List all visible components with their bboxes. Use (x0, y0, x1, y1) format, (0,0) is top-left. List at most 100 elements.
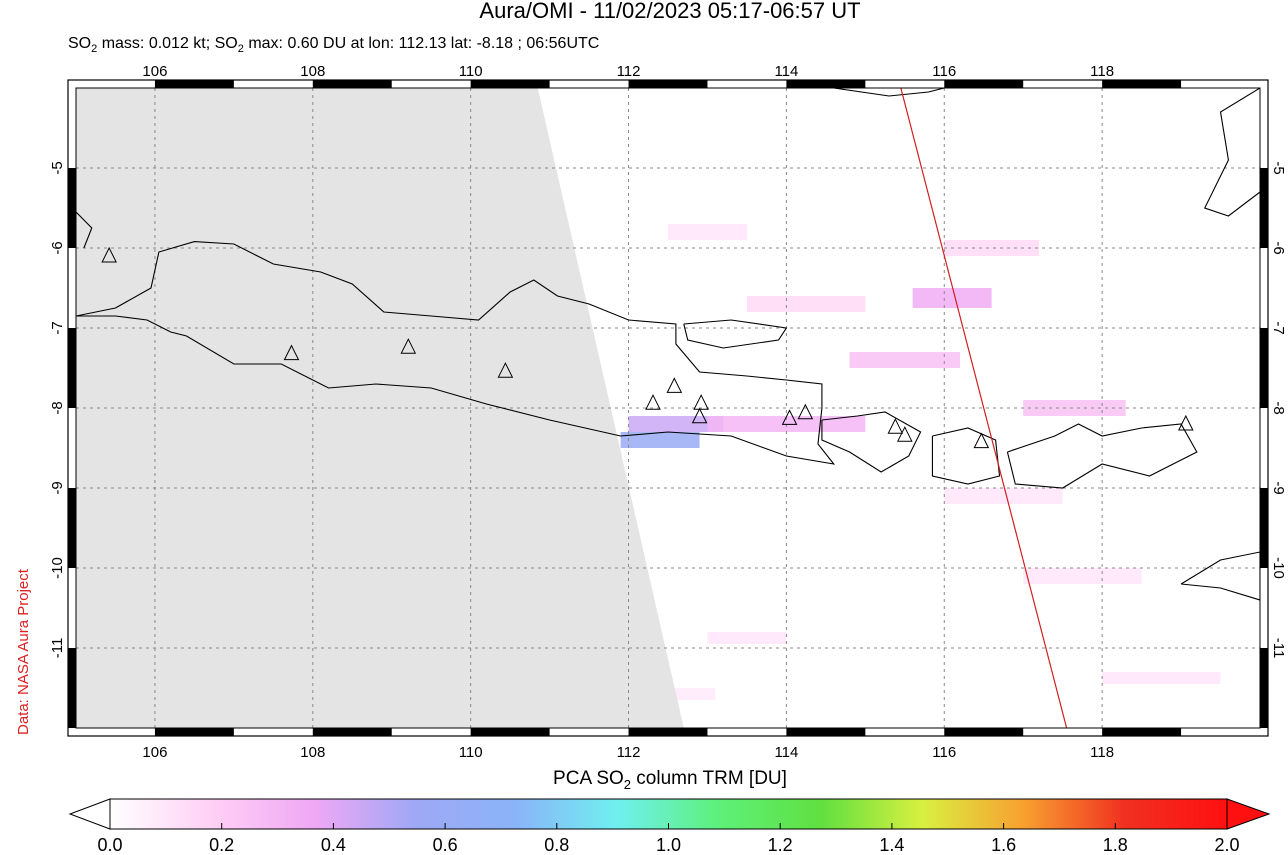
border-segment (312, 728, 392, 736)
orbit-track-line (900, 88, 1068, 728)
border-segment (1102, 80, 1182, 88)
map-axes: 106 106 108 108 110 110 112 112 114 114 116 116 118 1… (49, 63, 1287, 761)
coastline (821, 411, 922, 473)
so2-pixel (707, 632, 787, 644)
lon-tick-label-top: 106 (142, 63, 167, 80)
so2-pixel (1023, 568, 1142, 584)
volcano-marker (400, 338, 417, 354)
lon-tick-label-bottom: 108 (300, 744, 325, 761)
volcano-marker (691, 407, 708, 424)
lon-tick-label-bottom: 116 (932, 744, 956, 761)
colorbar: 0.0 0.2 0.4 0.6 0.8 1.0 1.2 1.4 1.6 1.8 2.0 (68, 798, 1271, 855)
so2-pixel (944, 240, 1039, 256)
border-segment (944, 728, 1024, 736)
border-segment (628, 80, 708, 88)
lon-tick-label-top: 114 (774, 63, 798, 80)
so2-pixel (912, 288, 992, 308)
colorbar-tick-label: 1.2 (768, 835, 793, 855)
border-segment (470, 728, 550, 736)
border-segment (68, 648, 76, 728)
border-segment (786, 728, 866, 736)
lon-tick-label-top: 108 (300, 63, 325, 80)
volcano-marker (645, 394, 661, 410)
lat-tick-label-left: -9 (49, 481, 66, 494)
volcano-marker (666, 377, 683, 393)
volcano-marker (101, 246, 117, 263)
coastline (931, 427, 1001, 485)
colorbar-tick-label: 1.0 (656, 835, 681, 855)
border-segment (786, 80, 866, 88)
coastline (1180, 551, 1260, 601)
lon-tick-label-bottom: 118 (1090, 744, 1114, 761)
chart-title: Aura/OMI - 11/02/2023 05:17-06:57 UT (479, 0, 861, 23)
colorbar-tick-label: 0.6 (433, 835, 458, 855)
so2-pixel (620, 432, 700, 448)
lon-tick-label-top: 118 (1090, 63, 1114, 80)
lat-tick-label-left: -7 (49, 321, 66, 334)
lat-tick-label-left: -6 (49, 241, 66, 254)
lon-tick-label-bottom: 106 (142, 744, 167, 761)
border-segment (1260, 488, 1268, 568)
lon-tick-label-top: 110 (459, 63, 483, 80)
lat-tick-label-right: -10 (1270, 557, 1287, 579)
lon-tick-label-bottom: 114 (774, 744, 798, 761)
lat-tick-label-left: -5 (49, 161, 66, 174)
colorbar-tick-label: 1.4 (879, 835, 904, 855)
chart-subtitle: SO2 mass: 0.012 kt; SO2 max: 0.60 DU at … (68, 35, 600, 56)
border-segment (154, 728, 234, 736)
lon-tick-label-top: 112 (617, 63, 641, 80)
colorbar-tick-label: 0.8 (544, 835, 569, 855)
colorbar-tick-label: 0.4 (321, 835, 346, 855)
colorbar-title: PCA SO2 column TRM [DU] (553, 768, 787, 792)
border-segment (1260, 168, 1268, 248)
border-segment (68, 168, 76, 248)
volcano-marker (781, 409, 798, 425)
colorbar-max-arrow (1226, 798, 1271, 830)
lat-tick-label-right: -9 (1270, 481, 1287, 494)
map-area (76, 88, 1260, 728)
coastline (76, 241, 836, 465)
border-segment (68, 328, 76, 408)
lat-tick-label-right: -11 (1270, 638, 1287, 659)
border-segment (944, 80, 1024, 88)
border-segment (1102, 728, 1182, 736)
lon-tick-label-bottom: 112 (617, 744, 641, 761)
so2-pixel (628, 416, 724, 432)
colorbar-tick-label: 0.2 (209, 835, 234, 855)
so2-pixel (746, 296, 866, 312)
colorbar-tick-label: 0.0 (97, 835, 122, 855)
border-segment (1260, 328, 1268, 408)
so2-pixel (849, 352, 961, 368)
lat-tick-label-left: -8 (49, 401, 66, 414)
so2-pixel (944, 488, 1063, 504)
colorbar-tick-label: 1.6 (991, 835, 1016, 855)
border-segment (312, 80, 392, 88)
colorbar-tick-label: 1.8 (1103, 835, 1128, 855)
lat-tick-label-right: -8 (1270, 401, 1287, 414)
volcano-marker (973, 432, 990, 449)
colorbar-min-arrow (68, 798, 111, 830)
lat-tick-label-right: -7 (1270, 321, 1287, 334)
volcano-marker (497, 362, 514, 378)
lon-tick-label-top: 116 (932, 63, 956, 80)
colorbar-tick-label: 2.0 (1214, 835, 1239, 855)
border-segment (1260, 648, 1268, 728)
coastline (76, 211, 93, 249)
so2-pixel (1023, 400, 1126, 416)
so2-pixel (668, 224, 747, 240)
volcano-marker (1177, 414, 1194, 431)
coastline (683, 319, 788, 349)
lat-tick-label-left: -11 (49, 638, 66, 659)
volcano-marker (896, 426, 913, 442)
border-segment (68, 488, 76, 568)
volcano-marker (283, 344, 300, 361)
border-segment (628, 728, 708, 736)
so2-pixel (1102, 672, 1221, 684)
lat-tick-label-right: -6 (1270, 241, 1287, 254)
volcano-marker (797, 403, 814, 420)
lat-tick-label-right: -5 (1270, 161, 1287, 174)
coastline (1203, 88, 1260, 217)
lon-tick-label-bottom: 110 (459, 744, 483, 761)
coastline (833, 88, 945, 97)
